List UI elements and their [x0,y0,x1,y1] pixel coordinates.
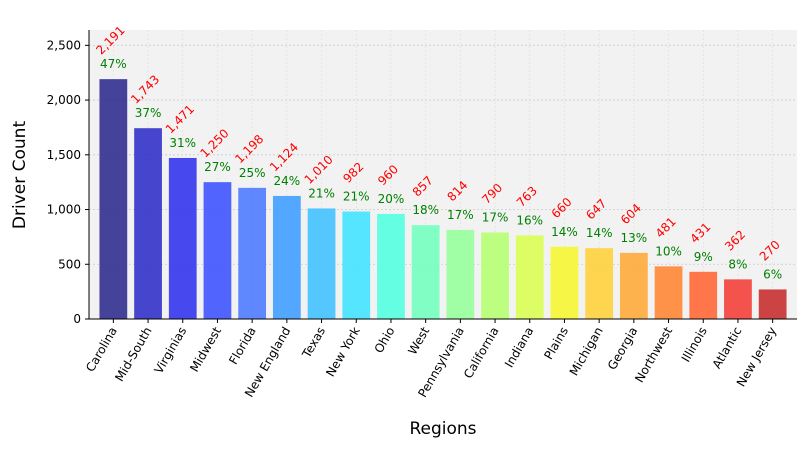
x-tick-label: Texas [299,325,328,362]
percent-label: 8% [728,257,747,271]
x-tick-label: Michigan [567,325,606,379]
bar [168,157,197,319]
x-tick-label: Florida [226,325,259,367]
x-tick-label: Georgia [605,325,641,373]
percent-label: 37% [135,106,162,120]
bar [446,229,475,319]
bar [238,187,267,319]
x-tick-label: Illinois [679,325,710,365]
bar [654,266,683,319]
bar [307,208,336,319]
x-tick-label: New York [323,324,363,379]
percent-label: 25% [239,166,266,180]
x-tick-label: Ohio [372,325,398,356]
bar [550,246,579,319]
axes [88,30,797,320]
bar [342,211,371,319]
y-tick-label: 1,500 [47,148,81,162]
bar [585,248,614,319]
x-tick-label: Indiana [502,325,536,370]
bar [515,235,544,319]
bar [272,195,301,319]
bars [99,79,787,320]
x-tick-label: California [461,325,502,381]
percent-label: 18% [412,203,439,217]
bar [724,279,752,319]
bar [689,271,718,319]
percent-label: 14% [551,225,578,239]
y-tick-label: 0 [73,312,81,326]
percent-label: 24% [274,174,301,188]
percent-label: 6% [763,267,782,281]
y-axis-label: Driver Count [10,121,30,230]
x-axis-label: Regions [409,419,476,439]
percent-label: 14% [586,226,613,240]
bar [411,225,440,319]
y-tick-label: 1,000 [47,203,81,217]
percent-label: 21% [308,186,335,200]
percent-label: 27% [204,160,231,174]
bar [203,182,232,319]
bar [758,289,787,319]
bar [134,128,162,319]
percent-label: 16% [516,213,543,227]
x-tick-label: West [405,324,432,357]
y-tick-label: 500 [58,257,81,271]
bar [377,213,405,319]
bar [481,232,509,319]
percent-label: 9% [694,250,713,264]
x-tick-label: Virginias [151,325,189,377]
percent-label: 47% [100,57,127,71]
y-tick-label: 2,500 [47,38,81,52]
x-tick-label: Carolina [83,325,120,375]
percent-label: 20% [378,192,405,206]
percent-label: 10% [655,244,682,258]
x-tick-label: Midwest [187,324,224,374]
y-tick-label: 2,000 [47,93,81,107]
percent-label: 13% [621,231,648,245]
percent-label: 17% [482,211,509,225]
y-axis-ticks: 0 500 1,000 1,500 2,000 2,500 [47,38,89,326]
x-tick-label: Plains [541,325,571,362]
percent-label: 31% [169,136,196,150]
percent-label: 21% [343,190,370,204]
percent-label: 17% [447,208,474,222]
x-tick-label: Atlantic [710,325,745,372]
bar [99,79,128,320]
bar [619,252,648,319]
